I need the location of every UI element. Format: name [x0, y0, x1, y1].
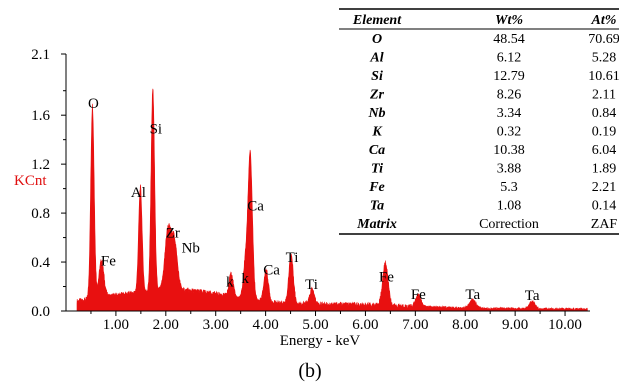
x-tick-label: 5.00	[302, 317, 328, 333]
table-value-cell: 12.79	[493, 69, 525, 84]
peak-label: Ta	[525, 288, 540, 304]
table-element-cell: Matrix	[356, 217, 397, 232]
x-tick-label: 6.00	[352, 317, 378, 333]
table-value-cell: 3.88	[497, 162, 522, 177]
table-value-cell: 0.84	[592, 106, 617, 121]
table-value-cell: 48.54	[493, 32, 525, 47]
peak-label: Ca	[263, 262, 280, 278]
table-value-cell: 2.21	[592, 180, 617, 195]
table-header-cell: Element	[352, 13, 402, 28]
table-value-cell: 10.38	[493, 143, 525, 158]
table-value-cell: 0.32	[497, 125, 522, 140]
peak-label: Ca	[247, 199, 264, 215]
table-background	[339, 8, 619, 248]
peak-label: Fe	[411, 287, 426, 303]
table-value-cell: 3.34	[497, 106, 522, 121]
table-value-cell: ZAF	[591, 217, 618, 232]
peak-label: Al	[131, 185, 146, 201]
composition-table: Element Wt% At% O 48.54 70.69 Al 6.12 5.28 Si 12.7…	[339, 8, 619, 248]
y-tick-label: 1.2	[31, 157, 50, 173]
table-element-cell: Si	[371, 69, 383, 84]
table-value-cell: 70.69	[588, 32, 619, 47]
peak-label: Ti	[286, 250, 299, 266]
peak-label: Ti	[305, 277, 318, 293]
table-element-cell: Fe	[368, 180, 385, 195]
spectrum-area	[76, 88, 588, 312]
table-value-cell: 5.3	[500, 180, 518, 195]
table-value-cell: 5.28	[592, 51, 617, 66]
table-element-cell: Ti	[371, 162, 383, 177]
figure-caption: (b)	[298, 360, 321, 382]
table-header-cell: Wt%	[495, 13, 523, 28]
peak-label: k	[226, 275, 234, 291]
table-element-cell: O	[372, 32, 382, 47]
x-tick-label: 10.00	[548, 317, 582, 333]
y-tick-label: 0.8	[31, 206, 50, 222]
x-tick-label: 7.00	[402, 317, 428, 333]
x-axis-label: Energy - keV	[280, 333, 361, 349]
y-axis-label: KCnt	[14, 173, 47, 189]
peak-label: Fe	[379, 270, 394, 286]
axis-layer: 0.0 0.4 0.8 1.2 1.6 2.1 1.00 2.00 3.00 4.00 5.00 6.…	[31, 47, 590, 333]
x-tick-label: 8.00	[452, 317, 478, 333]
x-tick-label: 9.00	[502, 317, 528, 333]
table-element-cell: Zr	[369, 88, 385, 103]
table-value-cell: 2.11	[592, 88, 616, 103]
peak-label: Si	[150, 122, 163, 138]
x-tick-label: 3.00	[203, 317, 229, 333]
spectrum-layer	[76, 88, 588, 312]
y-tick-label: 0.4	[31, 255, 50, 271]
table-value-cell: 8.26	[497, 88, 522, 103]
table-element-cell: K	[371, 125, 383, 140]
table-value-cell: Correction	[479, 217, 539, 232]
table-value-cell: 0.19	[592, 125, 617, 140]
table-header-cell: At%	[591, 13, 617, 28]
table-value-cell: 10.61	[588, 69, 619, 84]
x-tick-label: 1.00	[103, 317, 129, 333]
table-element-cell: Al	[369, 51, 383, 66]
peak-label: Fe	[101, 254, 116, 270]
y-tick-label: 2.1	[31, 47, 50, 63]
table-value-cell: 1.08	[497, 199, 522, 214]
table-element-cell: Nb	[367, 106, 385, 121]
table-value-cell: 0.14	[592, 199, 617, 214]
table-value-cell: 6.04	[592, 143, 617, 158]
table-value-cell: 6.12	[497, 51, 522, 66]
y-tick-label: 0.0	[31, 304, 50, 320]
peak-label: O	[88, 96, 99, 112]
x-tick-label: 2.00	[153, 317, 179, 333]
peak-label: k	[241, 271, 249, 287]
x-tick-label: 4.00	[252, 317, 278, 333]
peak-label: Zr	[166, 226, 180, 242]
y-tick-label: 1.6	[31, 108, 50, 124]
peak-label: Nb	[182, 240, 200, 256]
table-value-cell: 1.89	[592, 162, 617, 177]
peak-label: Ta	[465, 287, 480, 303]
table-element-cell: Ca	[369, 143, 385, 158]
table-element-cell: Ta	[370, 199, 384, 214]
